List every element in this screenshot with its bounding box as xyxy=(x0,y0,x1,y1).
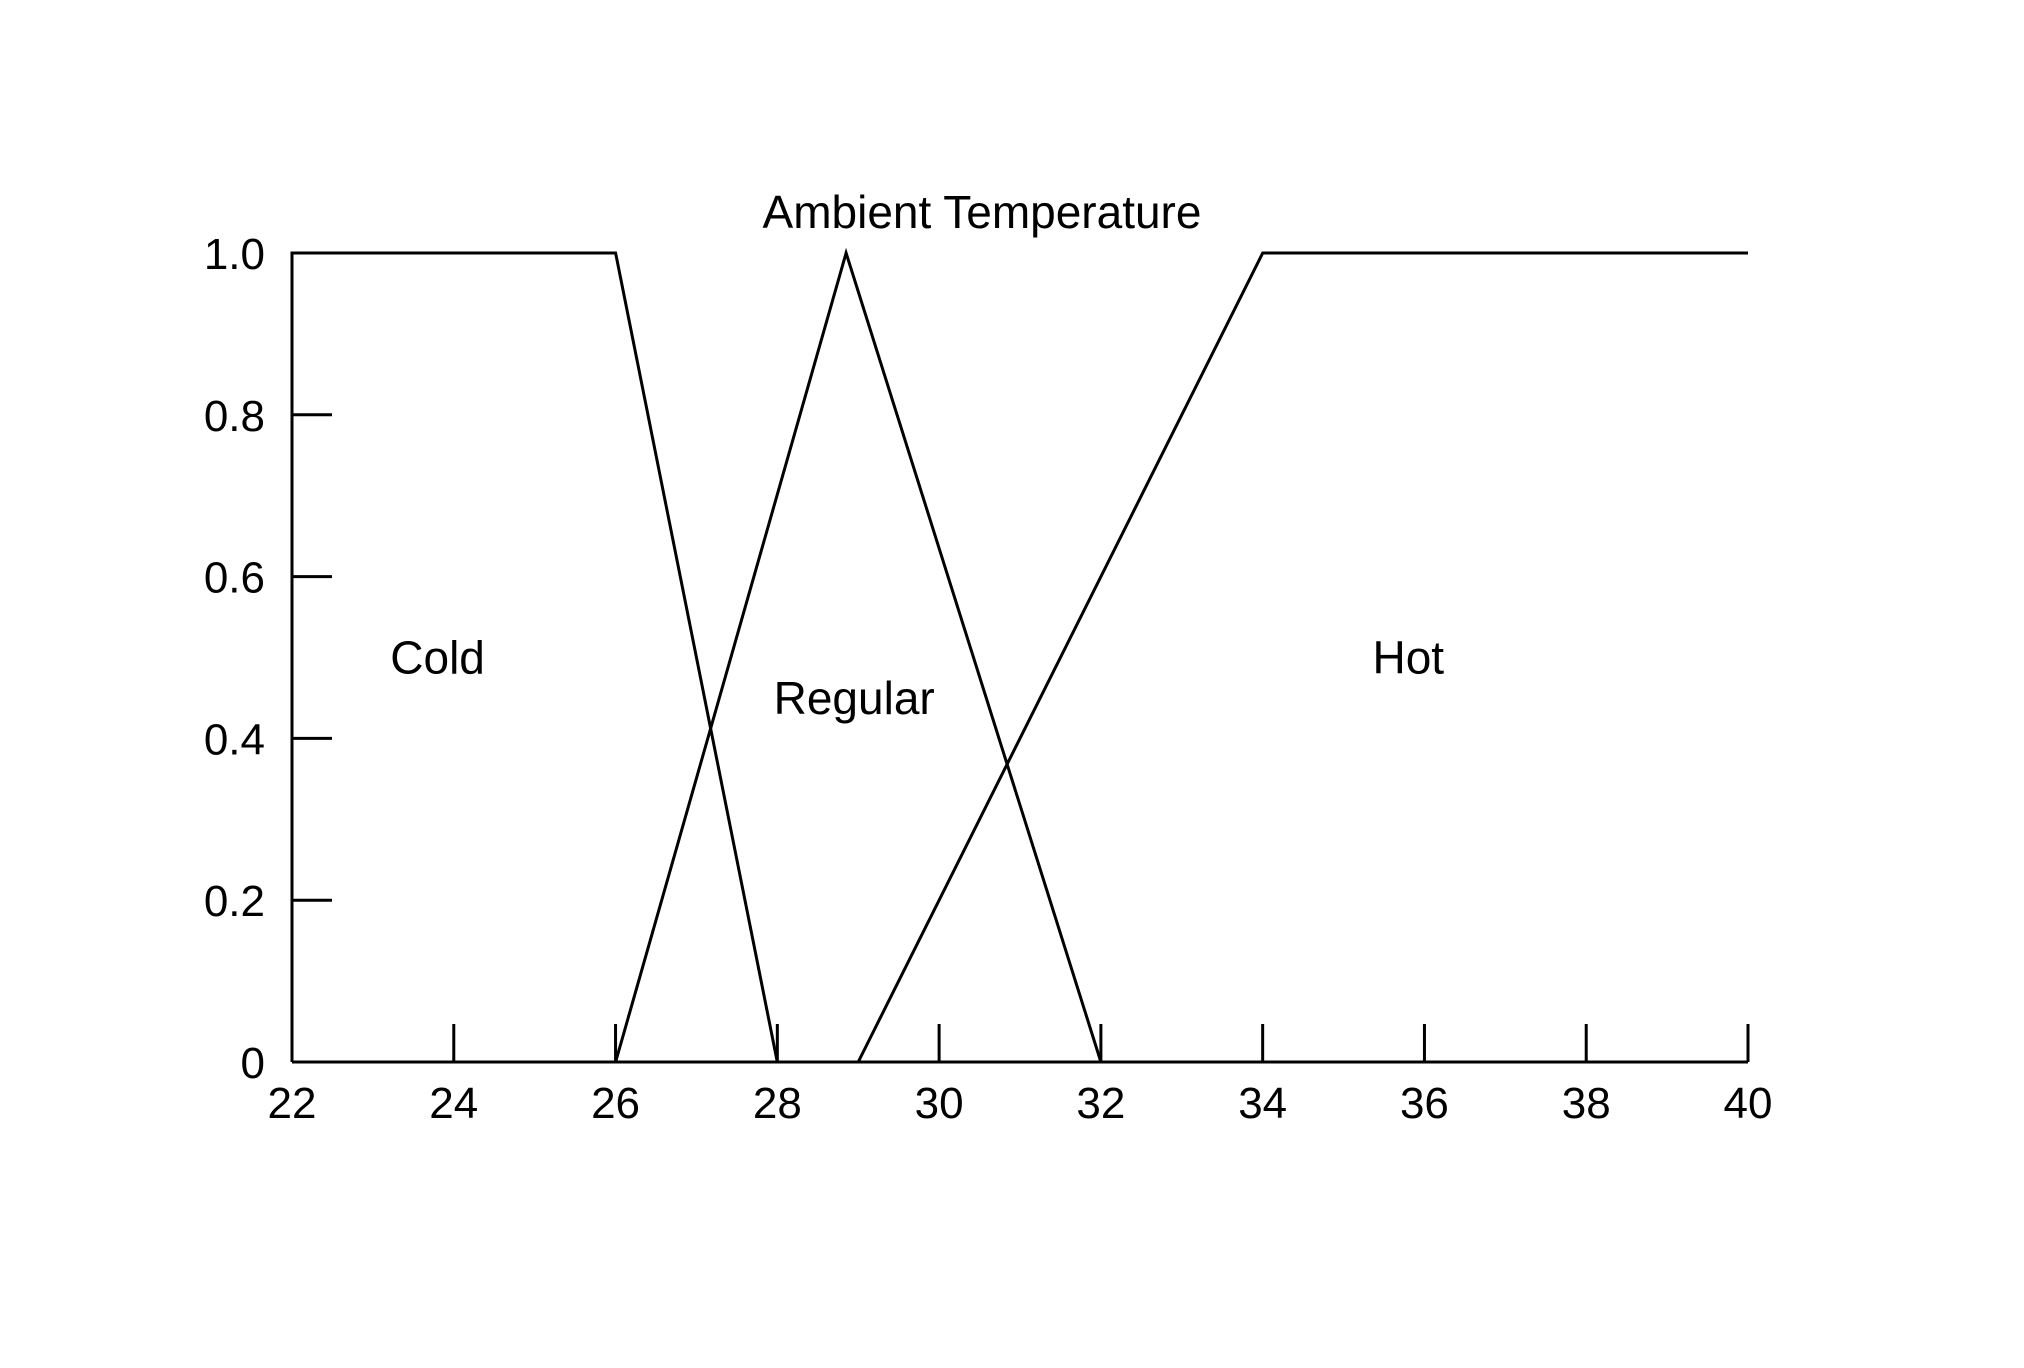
x-tick-label: 36 xyxy=(1400,1079,1449,1128)
series-lines xyxy=(290,247,1748,1063)
series-cold xyxy=(290,251,779,1063)
series-hot xyxy=(856,251,1748,1063)
x-tick-label: 34 xyxy=(1238,1079,1287,1128)
y-tick-label: 0.6 xyxy=(204,554,265,603)
region-label-cold: Cold xyxy=(390,632,485,684)
y-tick-label: 1.0 xyxy=(204,230,265,279)
axes: 22 24 26 28 30 32 34 36 38 40 0 0.2 0.4 0.6 0.8 1.0 xyxy=(204,230,1773,1128)
y-tick-label: 0.2 xyxy=(204,877,265,926)
region-labels: Cold Regular Hot xyxy=(390,632,1444,724)
x-tick-label: 24 xyxy=(429,1079,478,1128)
x-tick-label: 38 xyxy=(1562,1079,1611,1128)
y-tick-label: 0 xyxy=(241,1039,265,1088)
region-label-hot: Hot xyxy=(1372,632,1444,684)
region-label-regular: Regular xyxy=(774,672,935,724)
series-regular xyxy=(614,247,1103,1063)
x-tick-label: 30 xyxy=(915,1079,964,1128)
x-tick-label: 40 xyxy=(1724,1079,1773,1128)
chart-title: Ambient Temperature xyxy=(763,186,1202,238)
y-tick-label: 0.8 xyxy=(204,392,265,441)
x-tick-label: 22 xyxy=(268,1079,317,1128)
y-tick-label: 0.4 xyxy=(204,715,265,764)
x-tick-label: 32 xyxy=(1076,1079,1125,1128)
x-tick-label: 26 xyxy=(591,1079,640,1128)
x-tick-label: 28 xyxy=(753,1079,802,1128)
